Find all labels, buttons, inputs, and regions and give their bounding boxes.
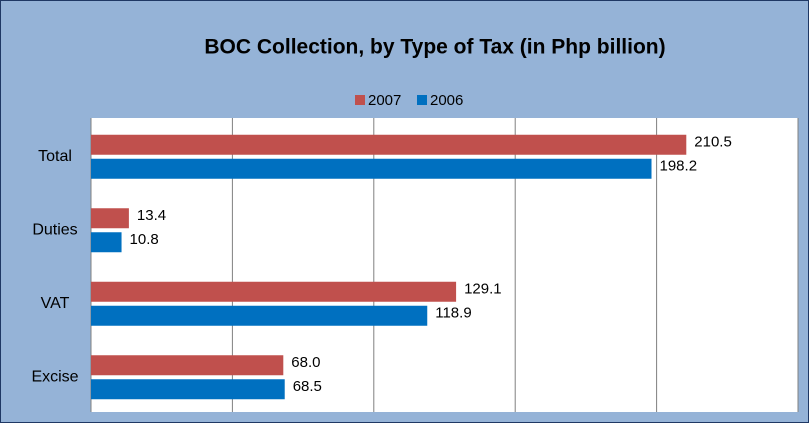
data-label: 118.9 <box>435 305 471 322</box>
data-label: 68.5 <box>293 378 322 395</box>
data-label: 13.4 <box>137 207 166 224</box>
data-label: 68.0 <box>291 354 320 371</box>
data-label: 129.1 <box>464 281 502 298</box>
bar <box>91 355 284 376</box>
legend-swatch <box>355 95 365 105</box>
bar <box>91 232 122 253</box>
legend-swatch <box>417 95 427 105</box>
bar <box>91 305 428 326</box>
bar <box>91 379 285 400</box>
data-label: 10.8 <box>130 231 159 248</box>
y-tick-label: VAT <box>41 295 70 312</box>
data-label: 210.5 <box>694 134 732 151</box>
data-label: 198.2 <box>660 158 698 175</box>
bar <box>91 281 457 302</box>
bar <box>91 158 652 179</box>
bar <box>91 208 129 229</box>
chart-title: BOC Collection, by Type of Tax (in Php b… <box>204 36 665 59</box>
bar <box>91 134 687 155</box>
y-tick-label: Duties <box>32 221 77 238</box>
legend-label: 2006 <box>430 92 463 109</box>
legend-label: 2007 <box>368 92 401 109</box>
y-tick-label: Excise <box>31 368 78 385</box>
y-tick-label: Total <box>38 148 72 165</box>
